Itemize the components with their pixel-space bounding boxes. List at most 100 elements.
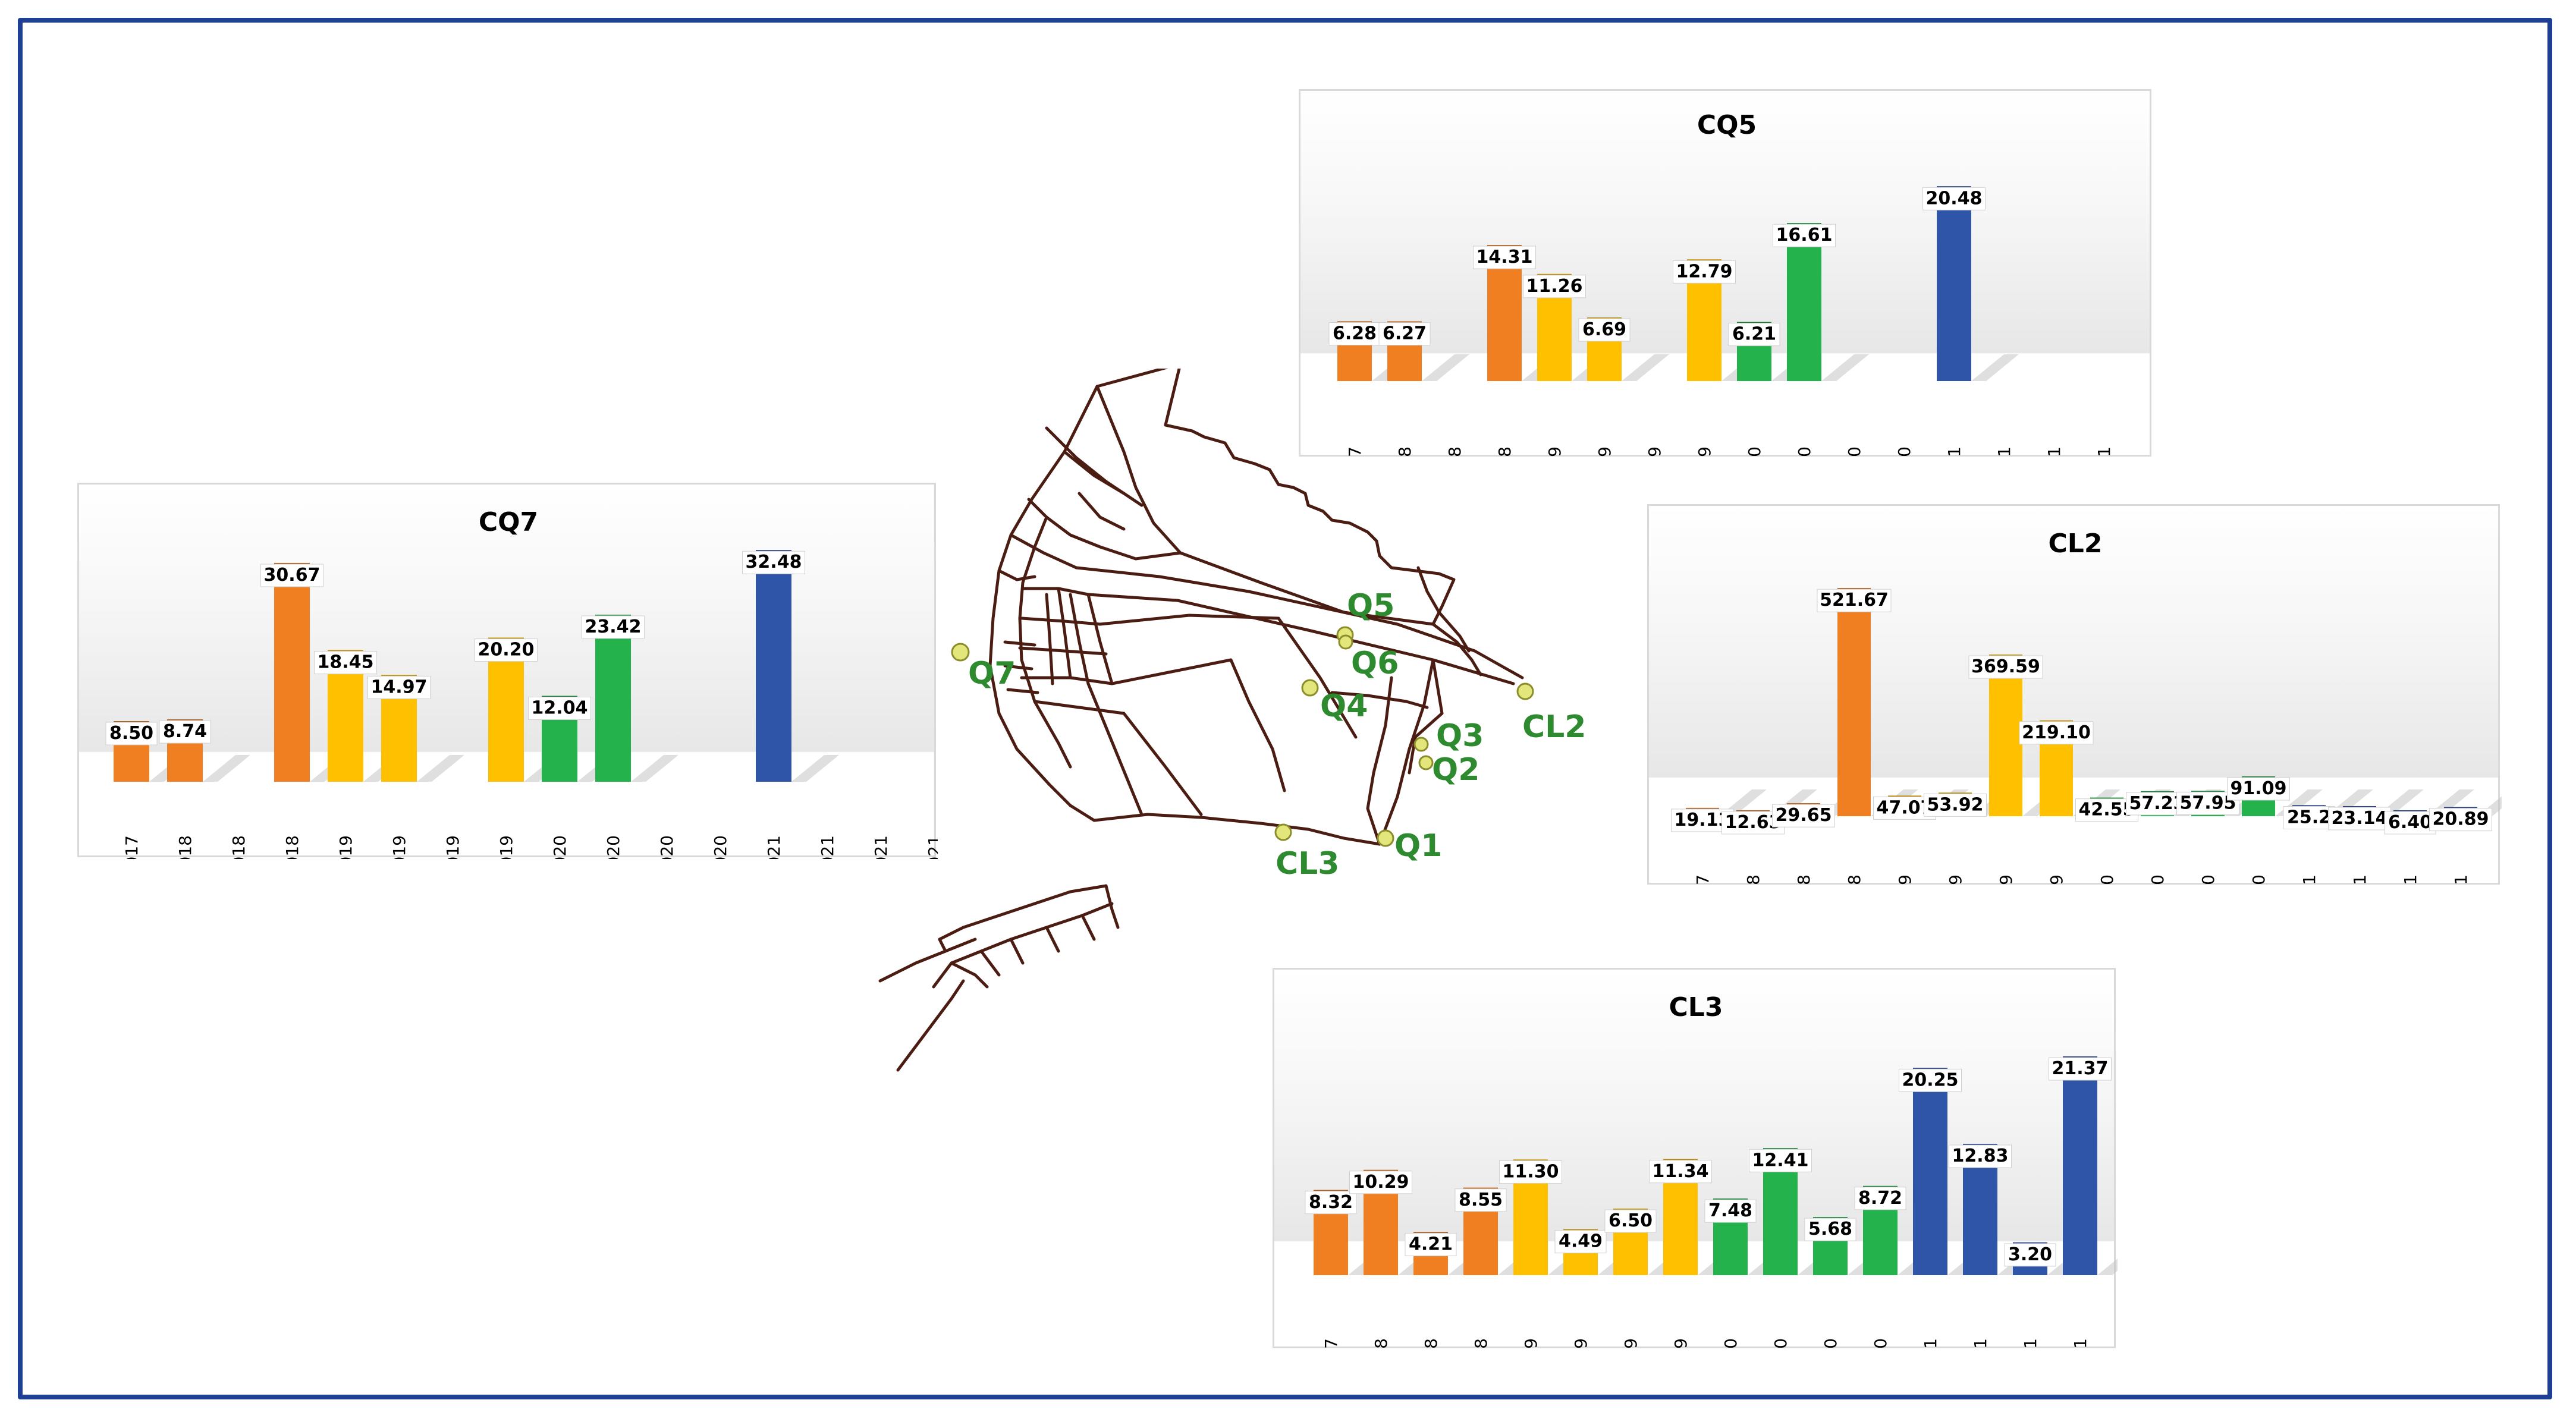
tick-label: 11.2019: [1671, 1338, 1691, 1350]
bar-shadow: [203, 755, 250, 782]
data-label-box: [1328, 322, 1381, 346]
data-label-box: [314, 651, 377, 675]
data-label: 7.48: [1708, 1200, 1752, 1221]
data-label-box: [2227, 777, 2290, 801]
bar: [1837, 588, 1871, 816]
data-label: 6.28: [1333, 323, 1377, 344]
tick-label: 08.2019: [1621, 1338, 1641, 1350]
tick-label: 10.2018: [1845, 874, 1864, 886]
tick-label: 05.2020: [604, 835, 623, 859]
data-label: 4.49: [1559, 1231, 1603, 1252]
data-label-box: [1949, 1144, 2012, 1168]
data-label: 91.09: [2231, 778, 2287, 799]
data-label: 8.72: [1858, 1188, 1902, 1209]
tick-label: 08.2019: [1996, 874, 2016, 886]
data-label-box: [1378, 322, 1431, 346]
tick-label: 10.2018: [282, 835, 302, 859]
data-label: 6.40: [2388, 812, 2432, 833]
bar-shadow: [631, 755, 678, 782]
tick-label: 06.2018: [229, 835, 249, 859]
data-label-box: [1649, 1160, 1712, 1184]
data-label: 32.48: [746, 552, 802, 572]
data-label-box: [2429, 808, 2492, 832]
data-label: 11.34: [1653, 1161, 1709, 1182]
data-label: 6.21: [1732, 324, 1776, 345]
data-label: 23.42: [585, 616, 642, 637]
data-label-box: [1749, 1149, 1812, 1172]
data-label: 20.25: [1902, 1069, 1959, 1090]
site-marker-q3: [1413, 737, 1429, 752]
site-label-q5: Q5: [1347, 588, 1394, 624]
bar: [2063, 1056, 2097, 1275]
data-label: 6.50: [1609, 1210, 1653, 1231]
bar: [1937, 186, 1971, 381]
site-label-q1: Q1: [1394, 828, 1442, 864]
data-label: 8.32: [1309, 1192, 1353, 1213]
data-label-box: [2049, 1057, 2112, 1081]
chart-title-cl3: CL3: [1669, 992, 1723, 1023]
site-marker-cl3: [1274, 823, 1292, 841]
data-label-box: [1499, 1160, 1562, 1184]
data-label: 10.29: [1353, 1172, 1409, 1193]
tick-label: 05.2019: [1946, 874, 1965, 886]
site-label-q2: Q2: [1432, 752, 1479, 788]
chart-svg-cq7: CQ7 12.2017 8.50 01.2018 8.74 06.2018 10.2018…: [105, 507, 938, 859]
data-label: 20.48: [1926, 188, 1983, 209]
site-marker-q2: [1418, 755, 1434, 770]
tick-label: 01.2018: [1743, 874, 1763, 886]
figure-frame: [18, 18, 2552, 1399]
tick-label: 01.2020: [550, 835, 570, 859]
data-label: 12.04: [532, 698, 588, 719]
data-label: 16.61: [1776, 225, 1833, 246]
data-label-box: [1804, 1217, 1856, 1241]
tick-label: 12.2017: [1345, 446, 1365, 458]
data-label-box: [2004, 1243, 2056, 1267]
tick-label: 05.2020: [2148, 874, 2167, 886]
data-label: 14.31: [1477, 247, 1533, 268]
site-label-q4: Q4: [1320, 688, 1368, 724]
data-label: 369.59: [1971, 656, 2040, 677]
data-label-box: [1968, 655, 2043, 679]
bar-shadow: [1971, 354, 2019, 381]
tick-label: 02.2019: [1545, 446, 1565, 458]
data-label-box: [1899, 1068, 1962, 1092]
data-label: 6.27: [1383, 323, 1427, 344]
site-marker-q6: [1338, 634, 1353, 650]
bar: [756, 550, 791, 782]
data-label: 8.50: [109, 723, 153, 744]
site-marker-q4: [1301, 679, 1319, 697]
data-label: 20.20: [478, 640, 535, 660]
data-label: 4.21: [1409, 1234, 1453, 1255]
tick-label: 01.2020: [1745, 446, 1764, 458]
site-markers: [951, 626, 1534, 847]
data-label: 57.95: [2180, 792, 2236, 813]
chart-svg-cq5: CQ5 12.2017 6.28 01.2018 6.27 06.2018 10.2018…: [1328, 110, 2114, 458]
data-label: 57.23: [2129, 793, 2186, 814]
tick-label: 02.2019: [1521, 1338, 1541, 1350]
bar-shadow: [791, 755, 839, 782]
chart-title-cl2: CL2: [2049, 528, 2103, 559]
data-label-box: [1673, 260, 1736, 284]
data-label: 23.14: [2332, 808, 2388, 829]
data-label-box: [367, 675, 431, 699]
tick-label: 11.2019: [1695, 446, 1714, 458]
site-label-cl3: CL3: [1276, 846, 1339, 882]
data-label: 12.63: [1725, 812, 1782, 833]
data-label: 20.89: [2433, 809, 2489, 830]
tick-label: 01.2018: [175, 835, 195, 859]
tick-label: 10.2018: [1471, 1338, 1491, 1350]
data-label: 12.83: [1952, 1146, 2009, 1166]
data-label-box: [2283, 806, 2335, 829]
tick-label: 11.2020: [711, 835, 730, 859]
tick-label: 06.2018: [1421, 1338, 1441, 1350]
tick-label: 11.2019: [497, 835, 516, 859]
chart-title-cq5: CQ5: [1697, 110, 1757, 140]
bar-shadow: [1622, 354, 1669, 381]
data-label-box: [1523, 275, 1586, 298]
chart-panel-cl3: CL3 12.2017 8.32 01.2018 10.29 06.2018 4.21 10…: [1273, 968, 2118, 1350]
